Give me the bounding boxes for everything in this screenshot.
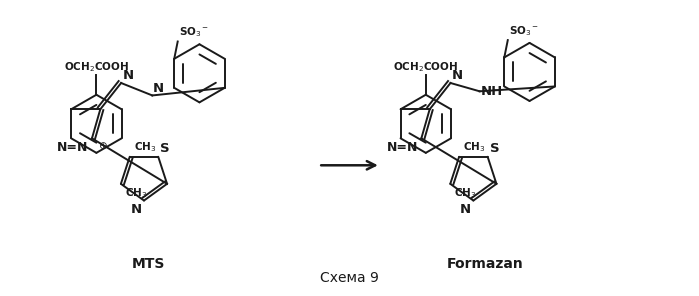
Text: N=N: N=N: [387, 141, 418, 154]
Text: Схема 9: Схема 9: [320, 271, 379, 285]
Text: N: N: [122, 69, 134, 82]
Text: CH$_3$: CH$_3$: [454, 186, 477, 200]
Text: N: N: [452, 69, 463, 82]
Text: N=N: N=N: [57, 141, 89, 154]
Text: MTS: MTS: [131, 257, 165, 271]
Text: N: N: [131, 203, 142, 216]
Text: CH$_3$: CH$_3$: [125, 186, 147, 200]
Text: Formazan: Formazan: [447, 257, 523, 271]
Text: CH$_3$: CH$_3$: [134, 140, 157, 154]
Text: OCH$_2$COOH: OCH$_2$COOH: [64, 60, 129, 74]
Text: S: S: [160, 142, 170, 155]
Text: SO$_3$$^-$: SO$_3$$^-$: [179, 26, 209, 39]
Text: $\oplus$: $\oplus$: [98, 140, 107, 151]
Text: N: N: [460, 203, 471, 216]
Text: NH: NH: [481, 85, 503, 98]
Text: CH$_3$: CH$_3$: [463, 140, 486, 154]
Text: S: S: [490, 142, 499, 155]
Text: OCH$_2$COOH: OCH$_2$COOH: [394, 60, 459, 74]
Text: SO$_3$$^-$: SO$_3$$^-$: [509, 24, 540, 38]
Text: N: N: [153, 82, 164, 95]
